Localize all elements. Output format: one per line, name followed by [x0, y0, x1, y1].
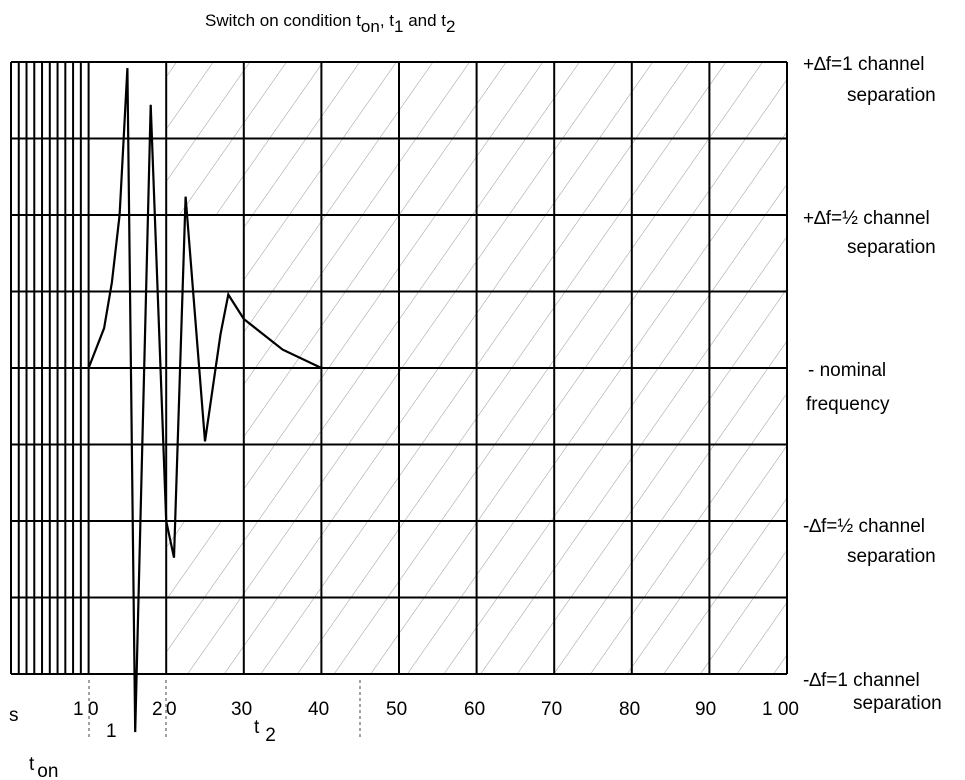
marker-ton-label: t on: [29, 754, 58, 780]
right-labels: +∆f=1 channel separation +∆f=½ channel s…: [803, 54, 942, 714]
x-tick-label: 0: [166, 699, 177, 720]
grid: [10, 61, 788, 675]
x-tick-label: 80: [619, 699, 640, 720]
diagram-title: Switch on condition ton, t1 and t2: [205, 11, 456, 36]
label-nominal-2: frequency: [806, 394, 890, 415]
label-plus-half-1: +∆f=½ channel: [803, 208, 930, 229]
x-tick-label: 1: [73, 699, 84, 720]
frequency-curve: [87, 68, 322, 733]
label-nominal-1: - nominal: [808, 360, 886, 381]
x-axis: s 1 0 2 0 30 40 50 60 70 80 90 1 00: [9, 699, 799, 726]
x-tick-label: 60: [464, 699, 485, 720]
x-axis-unit: s: [9, 705, 19, 726]
x-tick-label: 0: [88, 699, 99, 720]
label-minus-half-2: separation: [847, 546, 936, 567]
x-tick-label: 50: [386, 699, 407, 720]
label-minus-half-1: -∆f=½ channel: [803, 516, 925, 537]
label-plus-half-2: separation: [847, 237, 936, 258]
label-plus-full-2: separation: [847, 85, 936, 106]
x-tick-label: 40: [308, 699, 329, 720]
marker-t1-label: 1: [106, 721, 117, 742]
x-tick-label: 90: [695, 699, 716, 720]
label-plus-full-1: +∆f=1 channel: [803, 54, 925, 75]
x-tick-label: 30: [231, 699, 252, 720]
x-tick-label: 1 00: [762, 699, 799, 720]
label-minus-full-1: -∆f=1 channel: [803, 670, 920, 691]
label-minus-full-2: separation: [853, 693, 942, 714]
time-markers: [88, 680, 361, 740]
x-tick-label: 2: [152, 699, 163, 720]
x-tick-label: 70: [541, 699, 562, 720]
